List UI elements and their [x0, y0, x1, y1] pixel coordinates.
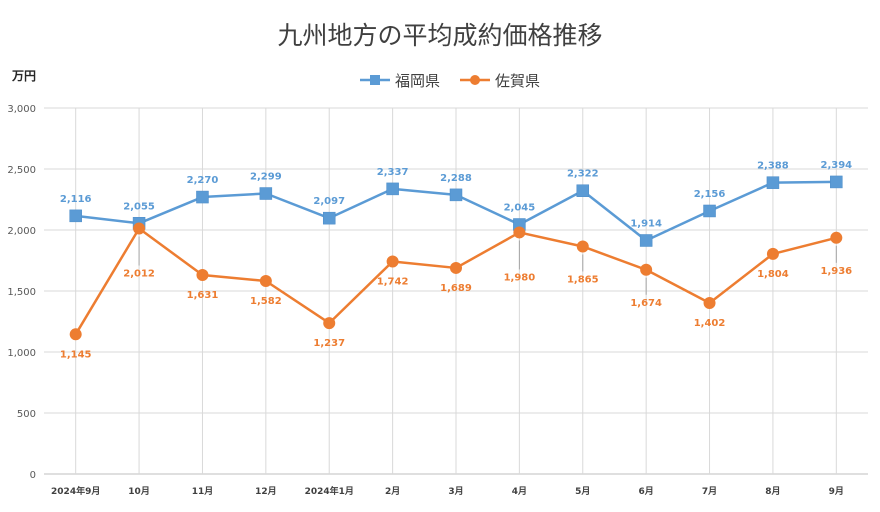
data-label-saga: 1,804	[757, 269, 789, 280]
x-tick-label: 2024年1月	[305, 485, 354, 497]
data-point-fukuoka	[639, 234, 653, 247]
data-point-fukuoka	[830, 175, 843, 189]
data-point-saga	[766, 247, 779, 260]
data-label-fukuoka: 2,270	[187, 175, 219, 186]
data-label-saga: 1,742	[377, 276, 409, 287]
data-label-saga: 1,865	[567, 274, 599, 285]
data-label-saga: 1,936	[820, 266, 852, 277]
x-tick-label: 7月	[702, 486, 717, 497]
x-tick-label: 2024年9月	[51, 485, 100, 497]
data-point-saga	[576, 240, 589, 253]
data-label-fukuoka: 2,055	[123, 201, 155, 212]
data-label-fukuoka: 1,914	[630, 218, 662, 229]
data-point-saga	[513, 226, 526, 239]
data-point-saga	[133, 222, 146, 235]
data-label-saga: 1,674	[630, 298, 662, 309]
data-point-fukuoka	[449, 188, 463, 202]
data-label-fukuoka: 2,388	[757, 161, 789, 172]
y-axis-unit-label: 万円	[11, 69, 36, 83]
y-tick-label: 2,000	[7, 226, 36, 237]
data-point-saga	[640, 263, 653, 276]
x-tick-label: 4月	[512, 486, 527, 497]
data-point-saga	[830, 231, 843, 244]
data-labels: 2,116 2,055 2,270 2,299 2,097 2,337 2,288 2,045…	[60, 160, 852, 360]
data-label-saga: 2,012	[123, 269, 155, 280]
gridlines	[44, 107, 868, 475]
y-tick-label: 1,000	[7, 348, 36, 359]
data-label-fukuoka: 2,288	[440, 173, 472, 184]
legend-marker-square	[370, 75, 380, 85]
legend-marker-circle	[470, 75, 480, 85]
legend-item-fukuoka: 福岡県	[360, 72, 440, 90]
data-point-fukuoka	[703, 204, 716, 218]
x-tick-label: 10月	[128, 486, 150, 497]
data-point-fukuoka	[259, 187, 273, 200]
data-label-fukuoka: 2,394	[820, 160, 852, 171]
y-tick-label: 1,500	[7, 287, 36, 298]
series-markers	[69, 175, 843, 341]
data-point-saga	[196, 269, 209, 282]
data-point-fukuoka	[576, 184, 590, 197]
legend-label: 佐賀県	[495, 72, 540, 90]
data-label-fukuoka: 2,116	[60, 194, 92, 205]
y-tick-label: 2,500	[7, 165, 36, 176]
y-tick-label: 3,000	[7, 104, 36, 115]
data-point-saga	[386, 255, 399, 268]
data-label-fukuoka: 2,299	[250, 172, 282, 183]
data-point-fukuoka	[766, 176, 780, 189]
data-point-fukuoka	[386, 182, 399, 196]
data-label-saga: 1,631	[187, 290, 219, 301]
data-label-saga: 1,689	[440, 283, 472, 294]
data-point-fukuoka	[322, 211, 336, 225]
data-label-fukuoka: 2,097	[313, 196, 345, 207]
data-point-fukuoka	[69, 209, 82, 223]
data-label-saga: 1,582	[250, 296, 282, 307]
legend: 福岡県 佐賀県	[360, 72, 540, 90]
data-label-fukuoka: 2,156	[694, 189, 726, 200]
y-axis-ticks: 0 500 1,000 1,500 2,000 2,500 3,000	[7, 104, 36, 481]
legend-label: 福岡県	[395, 72, 440, 90]
data-label-fukuoka: 2,337	[377, 167, 409, 178]
y-tick-label: 0	[30, 470, 36, 481]
x-axis-ticks: 2024年9月 10月 11月 12月 2024年1月 2月 3月 4月 5月 6月 7月 8月 9月	[51, 485, 844, 497]
x-tick-label: 3月	[448, 486, 463, 497]
data-label-saga: 1,145	[60, 349, 92, 360]
data-label-saga: 1,237	[313, 338, 345, 349]
data-point-saga	[259, 274, 272, 287]
x-tick-label: 9月	[829, 486, 844, 497]
x-tick-label: 5月	[575, 486, 590, 497]
data-point-saga	[703, 296, 716, 309]
x-tick-label: 6月	[639, 486, 654, 497]
x-tick-label: 2月	[385, 486, 400, 497]
data-label-saga: 1,980	[504, 272, 536, 283]
data-label-fukuoka: 2,045	[504, 203, 536, 214]
chart-title: 九州地方の平均成約価格推移	[277, 21, 602, 50]
data-label-saga: 1,402	[694, 318, 726, 329]
y-tick-label: 500	[17, 409, 36, 420]
x-tick-label: 12月	[255, 486, 277, 497]
x-tick-label: 11月	[192, 486, 214, 497]
x-tick-label: 8月	[765, 486, 780, 497]
data-point-saga	[69, 328, 82, 341]
data-point-saga	[450, 261, 462, 274]
label-leader-lines	[138, 236, 837, 295]
data-label-fukuoka: 2,322	[567, 169, 599, 180]
data-point-saga	[323, 317, 336, 330]
legend-item-saga: 佐賀県	[460, 72, 540, 90]
data-point-fukuoka	[196, 190, 209, 204]
